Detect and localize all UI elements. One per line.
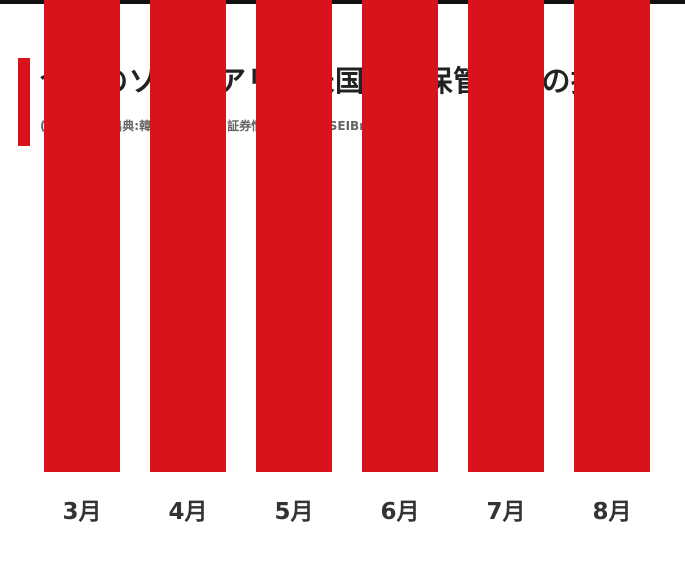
bar-3	[256, 0, 332, 472]
title-accent-bar	[18, 58, 30, 146]
bar-4	[362, 0, 438, 472]
bar-2	[150, 0, 226, 472]
category-label-5: 7月	[486, 499, 525, 525]
bar-6	[574, 0, 650, 472]
category-label-3: 5月	[274, 499, 313, 525]
top-border	[0, 0, 685, 4]
category-label-1: 3月	[62, 499, 101, 525]
category-label-4: 6月	[380, 499, 419, 525]
category-label-6: 8月	[592, 499, 631, 525]
bar-5	[468, 0, 544, 472]
bar-1	[44, 0, 120, 473]
category-label-2: 4月	[168, 499, 207, 525]
